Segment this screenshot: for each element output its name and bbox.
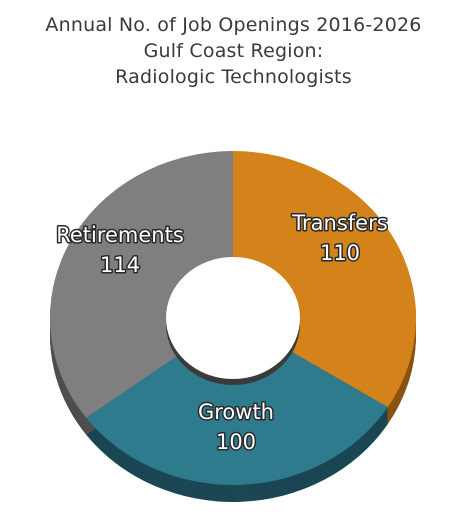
data-label-value-retirements: 114 <box>100 253 140 277</box>
chart-title: Annual No. of Job Openings 2016-2026 Gul… <box>0 12 467 90</box>
data-label-name-growth: Growth <box>198 400 274 424</box>
data-label-name-transfers: Transfers <box>291 211 387 235</box>
data-label-name-retirements: Retirements <box>56 223 184 247</box>
chart-title-line-1: Annual No. of Job Openings 2016-2026 <box>45 14 422 36</box>
donut-slice-retirements <box>49 150 233 418</box>
chart-title-line-3: Radiologic Technologists <box>115 66 352 88</box>
data-label-value-growth: 100 <box>216 430 256 454</box>
donut-slice-growth <box>86 318 388 486</box>
chart-title-line-2: Gulf Coast Region: <box>143 40 324 62</box>
donut-hole <box>166 257 300 379</box>
donut-label-layer: Transfers 110 Growth 100 Retirements 114 <box>55 210 389 456</box>
data-label-value-transfers: 110 <box>320 241 360 265</box>
